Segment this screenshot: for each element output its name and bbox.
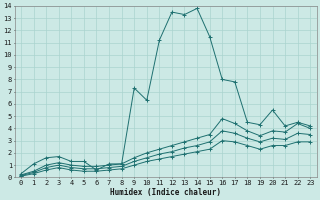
X-axis label: Humidex (Indice chaleur): Humidex (Indice chaleur) — [110, 188, 221, 197]
